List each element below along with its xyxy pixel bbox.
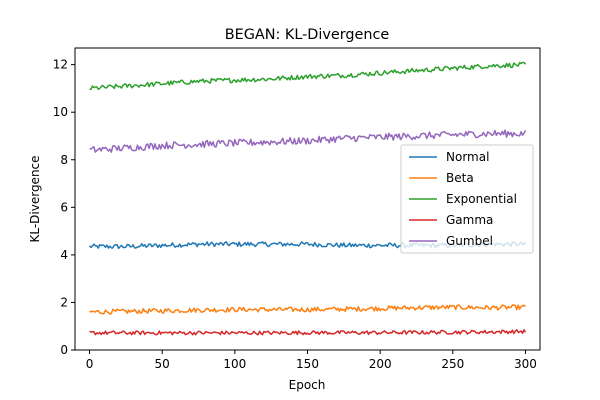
x-tick-label: 200 bbox=[369, 357, 392, 371]
legend-box bbox=[400, 144, 534, 254]
series-line-exponential bbox=[89, 61, 527, 91]
y-tick-label: 0 bbox=[60, 343, 68, 357]
series-line-gamma bbox=[89, 329, 527, 336]
y-tick-label: 10 bbox=[53, 105, 68, 119]
series-line-beta bbox=[89, 304, 526, 315]
x-tick-label: 100 bbox=[223, 357, 246, 371]
series-line-gumbel bbox=[89, 129, 527, 153]
x-tick-label: 250 bbox=[441, 357, 464, 371]
legend: Normal Beta Exponential Gamma Gumbel bbox=[400, 144, 534, 254]
legend-label-normal: Normal bbox=[446, 150, 489, 164]
legend-label-exponential: Exponential bbox=[446, 192, 517, 206]
x-tick-label: 0 bbox=[86, 357, 94, 371]
y-tick-label: 8 bbox=[60, 153, 68, 167]
x-axis: 0 50 100 150 200 250 300 bbox=[86, 350, 537, 371]
legend-label-gumbel: Gumbel bbox=[446, 234, 493, 248]
x-tick-label: 150 bbox=[296, 357, 319, 371]
y-tick-label: 12 bbox=[53, 58, 68, 72]
x-tick-label: 50 bbox=[155, 357, 170, 371]
y-tick-label: 4 bbox=[60, 248, 68, 262]
x-axis-title: Epoch bbox=[289, 378, 326, 392]
legend-label-gamma: Gamma bbox=[446, 213, 493, 227]
legend-label-beta: Beta bbox=[446, 171, 474, 185]
chart-title: BEGAN: KL-Divergence bbox=[225, 27, 390, 43]
y-tick-label: 2 bbox=[60, 295, 68, 309]
y-axis-title: KL-Divergence bbox=[28, 155, 42, 242]
y-tick-label: 6 bbox=[60, 200, 68, 214]
y-axis: 0 2 4 6 8 10 12 bbox=[53, 58, 75, 357]
x-tick-label: 300 bbox=[514, 357, 537, 371]
